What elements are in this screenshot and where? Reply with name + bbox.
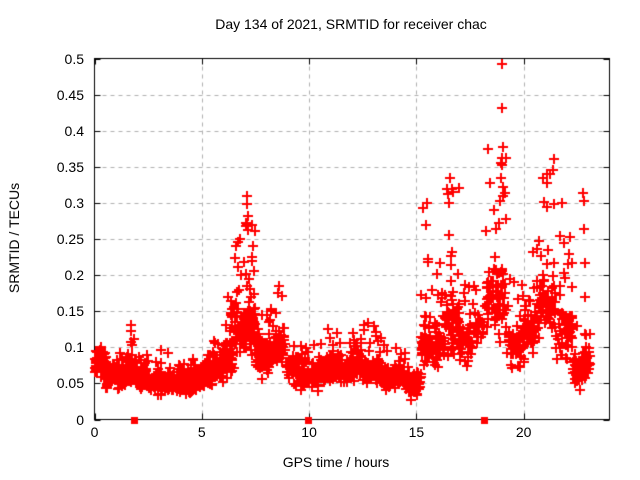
chart-title: Day 134 of 2021, SRMTID for receiver cha… [215,16,487,32]
y-tick-label: 0.05 [56,375,84,392]
y-tick-label: 0.1 [64,339,84,356]
x-tick-label: 0 [90,424,99,440]
x-axis-label: GPS time / hours [282,454,390,470]
y-axis-label: SRMTID / TECUs [6,182,22,294]
x-tick-label: 15 [408,424,425,440]
y-tick-label: 0.35 [56,158,84,175]
x-tick-label: 10 [301,424,317,440]
y-tick-label: 0.5 [64,50,84,67]
y-tick-label: 0 [76,411,84,428]
y-tick-label: 0.3 [64,194,84,211]
y-tick-label: 0.25 [56,231,84,247]
y-tick-label: 0.4 [64,122,84,139]
y-tick-label: 0.45 [56,86,84,103]
y-tick-label: 0.2 [64,267,84,284]
x-tick-label: 20 [515,424,532,440]
x-tick-label: 5 [197,424,206,440]
y-tick-label: 0.15 [56,303,84,320]
